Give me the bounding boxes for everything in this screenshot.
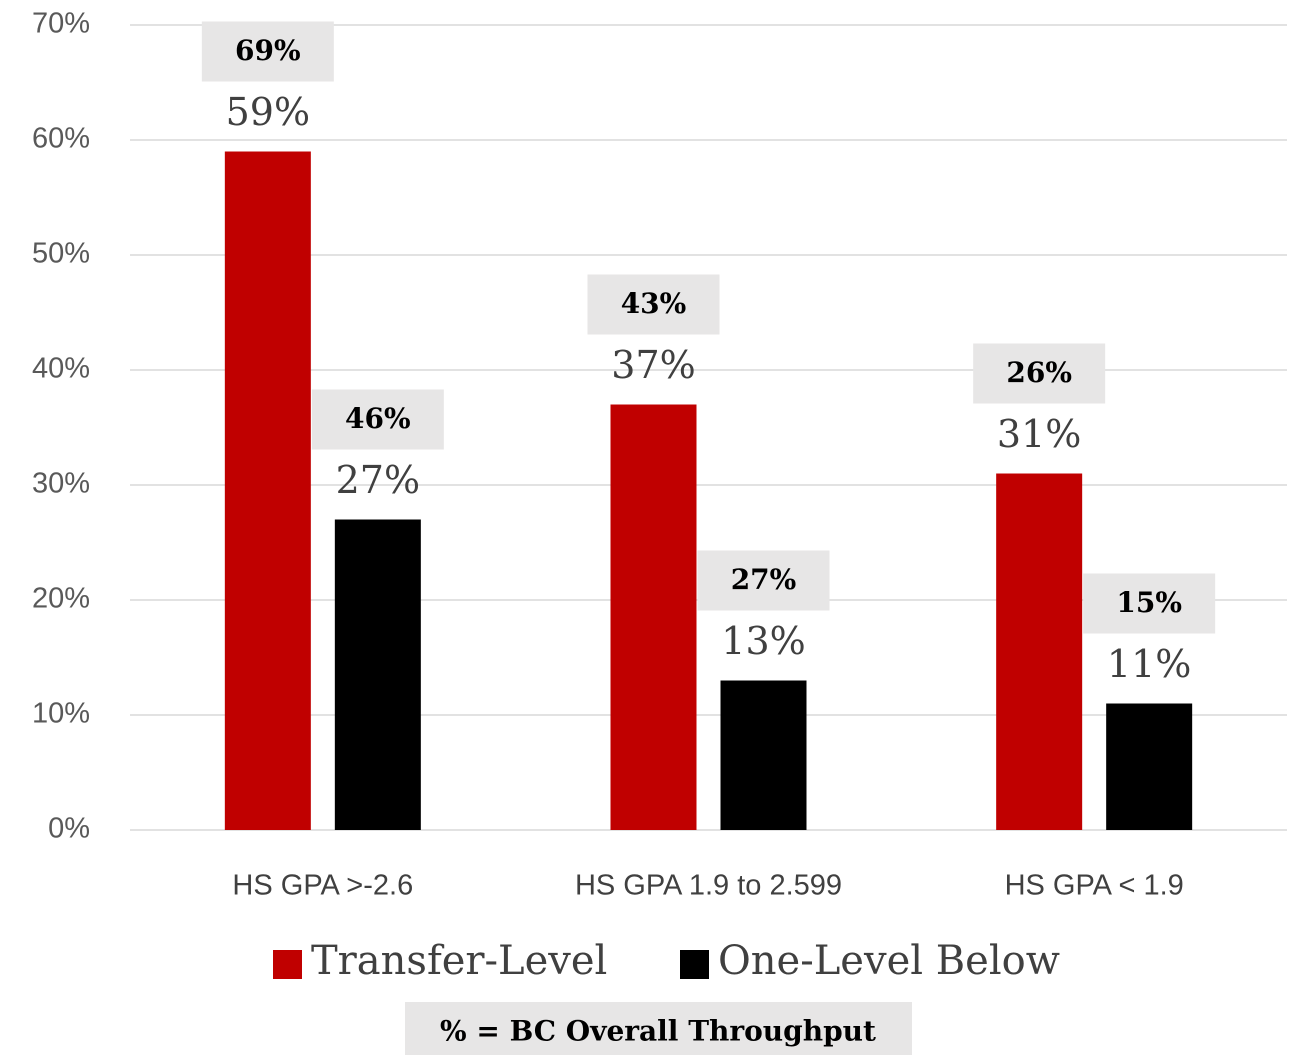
- value-label: 13%: [721, 619, 805, 663]
- y-tick-label: 20%: [32, 583, 90, 615]
- footnote-box: [405, 1002, 912, 1055]
- legend-label: Transfer-Level: [311, 938, 607, 984]
- overall-label: 27%: [731, 563, 797, 596]
- x-tick-label: HS GPA >-2.6: [232, 870, 413, 902]
- value-label: 27%: [336, 458, 420, 502]
- overall-label: 69%: [235, 34, 301, 67]
- overall-box: [201, 21, 334, 82]
- bar: [224, 151, 311, 830]
- legend-swatch: [273, 950, 302, 979]
- x-tick-label: HS GPA 1.9 to 2.599: [575, 870, 842, 902]
- legend-swatch: [680, 950, 709, 979]
- value-label: 31%: [997, 412, 1081, 456]
- y-tick-label: 60%: [32, 123, 90, 155]
- y-tick-label: 10%: [32, 698, 90, 730]
- y-tick-label: 70%: [32, 8, 90, 40]
- overall-box: [311, 389, 444, 450]
- legend-label: One-Level Below: [718, 938, 1060, 984]
- bar: [1106, 703, 1193, 830]
- bar: [720, 680, 807, 830]
- y-tick-label: 30%: [32, 468, 90, 500]
- bar: [996, 473, 1083, 830]
- overall-label: 46%: [345, 402, 411, 435]
- x-tick-label: HS GPA < 1.9: [1005, 870, 1184, 902]
- overall-label: 15%: [1116, 586, 1182, 619]
- overall-box: [1083, 573, 1216, 634]
- y-tick-label: 50%: [32, 238, 90, 270]
- bar: [334, 519, 421, 830]
- overall-box: [973, 343, 1106, 404]
- y-tick-label: 40%: [32, 353, 90, 385]
- value-label: 59%: [226, 90, 310, 134]
- bar: [610, 404, 697, 830]
- overall-label: 43%: [621, 287, 687, 320]
- footnote: % = BC Overall Throughput: [440, 1015, 876, 1048]
- y-tick-label: 0%: [48, 813, 90, 845]
- overall-box: [587, 274, 720, 335]
- overall-box: [697, 550, 830, 611]
- overall-label: 26%: [1006, 356, 1072, 389]
- value-label: 11%: [1107, 642, 1191, 686]
- value-label: 37%: [611, 343, 695, 387]
